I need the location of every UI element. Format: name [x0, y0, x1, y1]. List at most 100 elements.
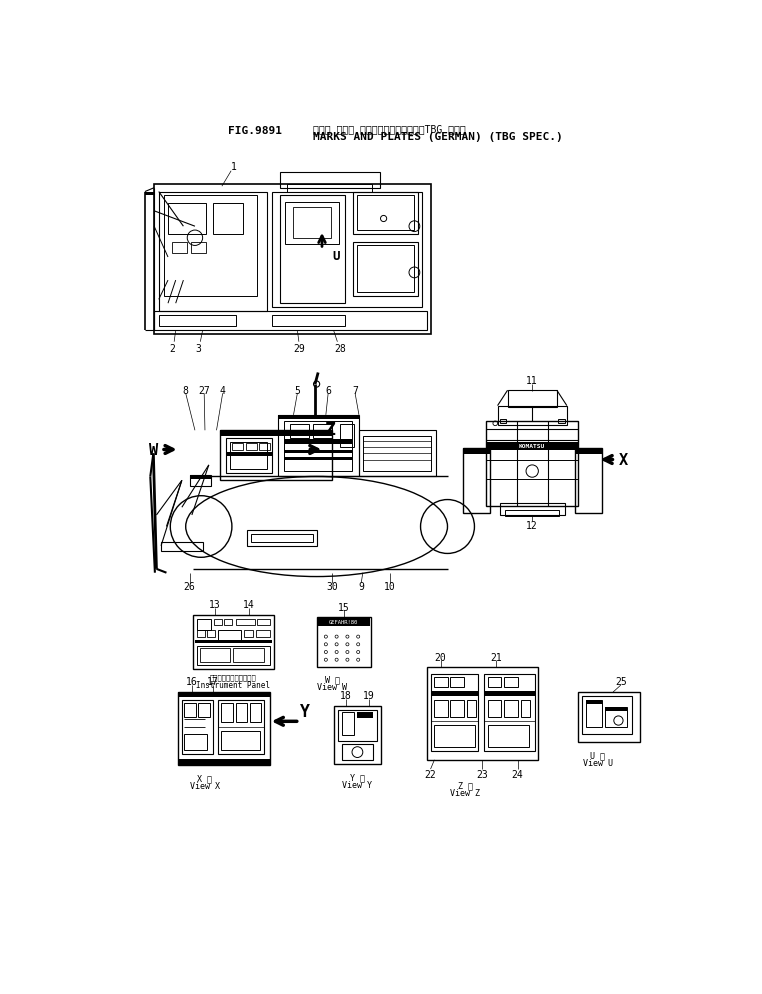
Bar [197, 631, 205, 637]
Text: 22: 22 [424, 769, 437, 779]
Bar [194, 615, 274, 669]
Bar [485, 674, 534, 750]
Bar [145, 193, 154, 196]
Bar [338, 710, 376, 741]
Bar [272, 193, 422, 308]
Bar [284, 440, 352, 444]
Bar [463, 448, 490, 514]
Bar [258, 619, 270, 625]
Bar [463, 448, 490, 454]
Text: 7: 7 [352, 386, 358, 396]
Bar [158, 315, 235, 327]
Bar [248, 531, 316, 546]
Text: 8: 8 [183, 386, 189, 396]
Bar [226, 452, 272, 456]
Bar [191, 243, 207, 253]
Bar [605, 708, 627, 712]
Text: U: U [332, 249, 340, 262]
Bar [500, 419, 506, 423]
Bar [272, 315, 345, 327]
Bar [172, 243, 187, 253]
Text: KOMATSU: KOMATSU [519, 443, 546, 448]
Bar [498, 407, 567, 425]
Bar [220, 430, 332, 481]
Text: 21: 21 [490, 652, 502, 662]
Bar [218, 700, 264, 753]
Bar [467, 700, 476, 717]
Bar [280, 196, 345, 304]
Bar [520, 700, 530, 717]
Text: 13: 13 [209, 599, 221, 609]
Text: 15: 15 [338, 602, 350, 612]
Bar [507, 391, 557, 408]
Bar [230, 442, 267, 469]
Bar [284, 421, 352, 471]
Bar [184, 735, 207, 750]
Bar [246, 444, 257, 450]
Bar [278, 415, 359, 420]
Bar [235, 703, 248, 723]
Bar [488, 700, 501, 717]
Bar [285, 203, 339, 245]
Bar [214, 619, 222, 625]
Bar [359, 430, 436, 477]
Bar [220, 430, 332, 436]
Bar [342, 745, 373, 760]
Bar [232, 444, 242, 450]
Bar [353, 193, 418, 235]
Bar [178, 693, 271, 697]
Bar [161, 543, 203, 552]
Bar [485, 691, 534, 696]
Bar [224, 619, 232, 625]
Bar [316, 617, 370, 668]
Bar [278, 415, 359, 477]
Text: X: X [619, 452, 628, 467]
Text: X 視: X 視 [197, 774, 213, 783]
Bar [284, 458, 352, 461]
Text: Y: Y [300, 703, 310, 721]
Bar [207, 631, 215, 637]
Text: 14: 14 [243, 599, 255, 609]
Text: View X: View X [190, 781, 220, 790]
Text: 25: 25 [615, 677, 626, 687]
Bar [500, 504, 565, 516]
Text: 18: 18 [340, 691, 352, 701]
Bar [287, 185, 372, 193]
Bar [280, 173, 379, 189]
Bar [198, 703, 210, 717]
Bar [488, 726, 529, 746]
Bar [154, 311, 427, 331]
Text: 20: 20 [434, 652, 447, 662]
Text: View W: View W [317, 683, 347, 692]
Bar [434, 726, 475, 746]
Bar [290, 424, 309, 438]
Text: 30: 30 [326, 581, 338, 591]
Bar [342, 713, 354, 736]
Bar [353, 243, 418, 296]
Bar [363, 437, 431, 471]
Text: 9: 9 [358, 581, 364, 591]
Text: View Y: View Y [342, 780, 373, 789]
Text: 1: 1 [231, 162, 236, 172]
Text: 5: 5 [294, 386, 300, 396]
Bar [182, 700, 213, 753]
Text: 16: 16 [186, 677, 198, 687]
Text: 27: 27 [198, 386, 210, 396]
Bar [154, 185, 431, 335]
Bar [312, 424, 332, 438]
Bar [357, 713, 373, 719]
Text: View U: View U [583, 758, 613, 767]
Bar [575, 448, 601, 514]
Text: 12: 12 [527, 521, 538, 531]
Text: 19: 19 [363, 691, 375, 701]
Bar [178, 759, 271, 765]
Bar [259, 444, 270, 450]
Text: 17: 17 [207, 677, 219, 687]
Bar [226, 438, 272, 473]
Text: 10: 10 [384, 581, 395, 591]
Bar [184, 703, 196, 717]
Text: インストルメントパネル: インストルメントパネル [210, 674, 257, 680]
Bar [504, 700, 517, 717]
Bar [357, 247, 415, 292]
Text: 6: 6 [325, 386, 331, 396]
